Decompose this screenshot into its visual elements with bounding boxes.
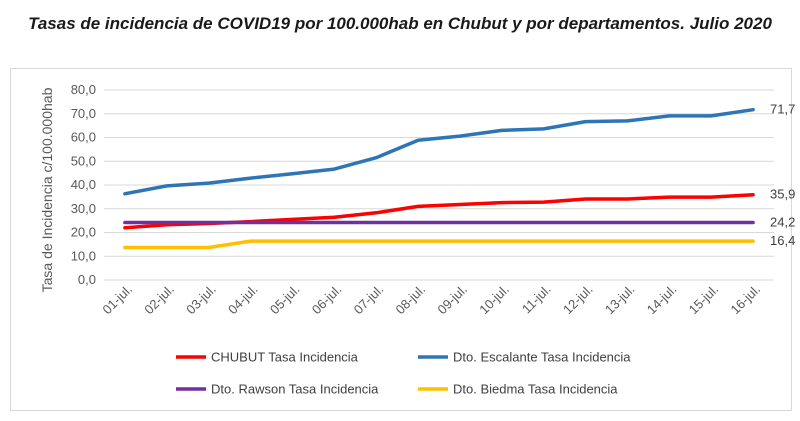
end-value-label: 35,9 — [770, 187, 795, 202]
end-value-label: 71,7 — [770, 102, 795, 117]
x-tick-label: 08-jul. — [393, 282, 429, 318]
x-tick-label: 11-jul. — [519, 282, 554, 317]
x-tick-label: 13-jul. — [602, 282, 638, 318]
y-tick-label: 10,0 — [71, 248, 96, 263]
x-tick-label: 15-jul. — [686, 282, 722, 318]
chart-frame — [10, 68, 792, 411]
x-tick-label: 06-jul. — [309, 282, 345, 318]
end-labels: 35,9 71,7 24,2 16,4 — [770, 102, 795, 248]
y-tick-label: 70,0 — [71, 106, 96, 121]
x-tick-label: 05-jul. — [267, 282, 303, 318]
series-lines — [123, 107, 755, 250]
y-tick-label: 60,0 — [71, 130, 96, 145]
y-axis-ticks: 0,0 10,0 20,0 30,0 40,0 50,0 60,0 70,0 80,0 — [71, 82, 96, 287]
gridlines — [104, 89, 774, 281]
x-tick-label: 12-jul. — [560, 282, 596, 318]
y-tick-label: 50,0 — [71, 153, 96, 168]
series-line-1 — [123, 107, 755, 196]
x-tick-label: 03-jul. — [183, 282, 219, 318]
x-tick-label: 09-jul. — [434, 282, 470, 318]
chart-title: Tasas de incidencia de COVID19 por 100.0… — [28, 14, 772, 33]
series-line-3 — [123, 239, 755, 250]
y-tick-label: 30,0 — [71, 201, 96, 216]
end-value-label: 24,2 — [770, 215, 795, 230]
x-tick-label: 10-jul. — [476, 282, 512, 318]
y-axis-label: Tasa de Incidencia c/100.000hab — [39, 87, 55, 292]
y-tick-label: 20,0 — [71, 225, 96, 240]
legend: CHUBUT Tasa Incidencia Dto. Escalante Tas… — [176, 350, 631, 397]
x-tick-label: 07-jul. — [351, 282, 387, 318]
y-tick-label: 40,0 — [71, 177, 96, 192]
legend-label: CHUBUT Tasa Incidencia — [211, 350, 359, 365]
x-tick-label: 01-jul. — [99, 282, 135, 318]
x-tick-label: 02-jul. — [141, 282, 177, 318]
legend-label: Dto. Rawson Tasa Incidencia — [211, 382, 379, 397]
y-tick-label: 80,0 — [71, 82, 96, 97]
x-tick-label: 04-jul. — [225, 282, 261, 318]
x-tick-label: 16-jul. — [728, 282, 764, 318]
legend-label: Dto. Escalante Tasa Incidencia — [453, 350, 631, 365]
x-axis-ticks: 01-jul. 02-jul. 03-jul. 04-jul. 05-jul. 06-ju… — [99, 282, 763, 318]
end-value-label: 16,4 — [770, 233, 795, 248]
y-tick-label: 0,0 — [78, 272, 96, 287]
legend-label: Dto. Biedma Tasa Incidencia — [453, 382, 618, 397]
x-tick-label: 14-jul. — [644, 282, 680, 318]
